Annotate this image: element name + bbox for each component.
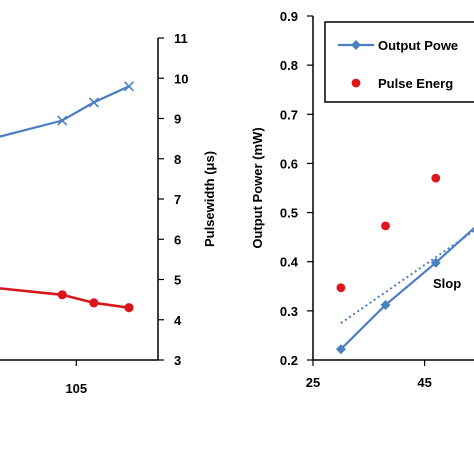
- right-x-tick-label: 25: [306, 375, 320, 390]
- right-chart: 0.2 0.3 0.4 0.5 0.6 0.7 0.8 0.9 25 45 Output Pow…: [250, 9, 474, 390]
- right-y-tick-label: 0.4: [280, 255, 299, 270]
- left-chart: 3 4 5 6 7 8 9 10 11 105 Pulsewidth (μs): [0, 31, 217, 396]
- left-chart-x-ticks: 105: [65, 360, 87, 396]
- legend-entry-label: Pulse Energ: [378, 76, 453, 91]
- left-series-2-point: [124, 303, 134, 313]
- left-chart-right-y-ticks: 3 4 5 6 7 8 9 10 11: [158, 31, 188, 368]
- right-y-tick-label: 0.6: [280, 156, 298, 171]
- right-series-2-point: [431, 173, 441, 183]
- left-series-2-line: [0, 287, 130, 309]
- left-chart-right-y-label: Pulsewidth (μs): [202, 151, 217, 247]
- right-series-3-trendline: [340, 229, 474, 324]
- right-chart-annotation: Slop: [433, 276, 461, 291]
- left-chart-series: [0, 81, 135, 313]
- right-chart-x-ticks: 25 45: [306, 360, 432, 390]
- right-series-2-point: [381, 221, 390, 231]
- left-series-2-point: [57, 290, 67, 300]
- right-chart-y-label: Output Power (mW): [250, 127, 265, 248]
- left-y2-tick-label: 4: [174, 313, 182, 328]
- legend-swatch-marker: [351, 40, 361, 50]
- left-y2-tick-label: 11: [174, 31, 188, 46]
- right-y-tick-label: 0.5: [280, 206, 298, 221]
- left-series-1-point: [88, 97, 99, 108]
- right-series-1-point: [335, 344, 346, 355]
- left-y2-tick-label: 3: [174, 353, 181, 368]
- right-y-tick-label: 0.9: [280, 9, 298, 24]
- left-y2-tick-label: 7: [174, 192, 181, 207]
- left-x-tick-label: 105: [65, 381, 87, 396]
- left-series-1-point: [123, 81, 135, 92]
- right-series-1-line: [340, 226, 474, 350]
- right-chart-y-ticks: 0.2 0.3 0.4 0.5 0.6 0.7 0.8 0.9: [280, 9, 313, 368]
- legend-box: [324, 21, 474, 103]
- right-chart-legend: Output Powe Pulse Energ: [324, 21, 474, 103]
- left-y2-tick-label: 9: [174, 112, 181, 127]
- legend-items: Output Powe Pulse Energ: [338, 38, 458, 91]
- right-series-2-point: [336, 283, 346, 293]
- right-series-1-point: [380, 299, 391, 310]
- legend-entry-label: Output Powe: [378, 38, 458, 53]
- right-y-tick-label: 0.2: [280, 353, 298, 368]
- right-chart-series: [335, 173, 474, 355]
- left-y2-tick-label: 5: [174, 273, 181, 288]
- left-y2-tick-label: 8: [174, 152, 181, 167]
- right-x-tick-label: 45: [417, 375, 431, 390]
- left-y2-tick-label: 6: [174, 232, 181, 247]
- legend-swatch-marker: [351, 78, 361, 88]
- left-series-1-line: [0, 85, 130, 138]
- right-y-tick-label: 0.8: [280, 58, 298, 73]
- right-y-tick-label: 0.3: [280, 304, 298, 319]
- left-series-1-point: [57, 115, 68, 126]
- left-series-2-point: [89, 298, 99, 308]
- left-y2-tick-label: 10: [174, 71, 188, 86]
- right-y-tick-label: 0.7: [280, 107, 298, 122]
